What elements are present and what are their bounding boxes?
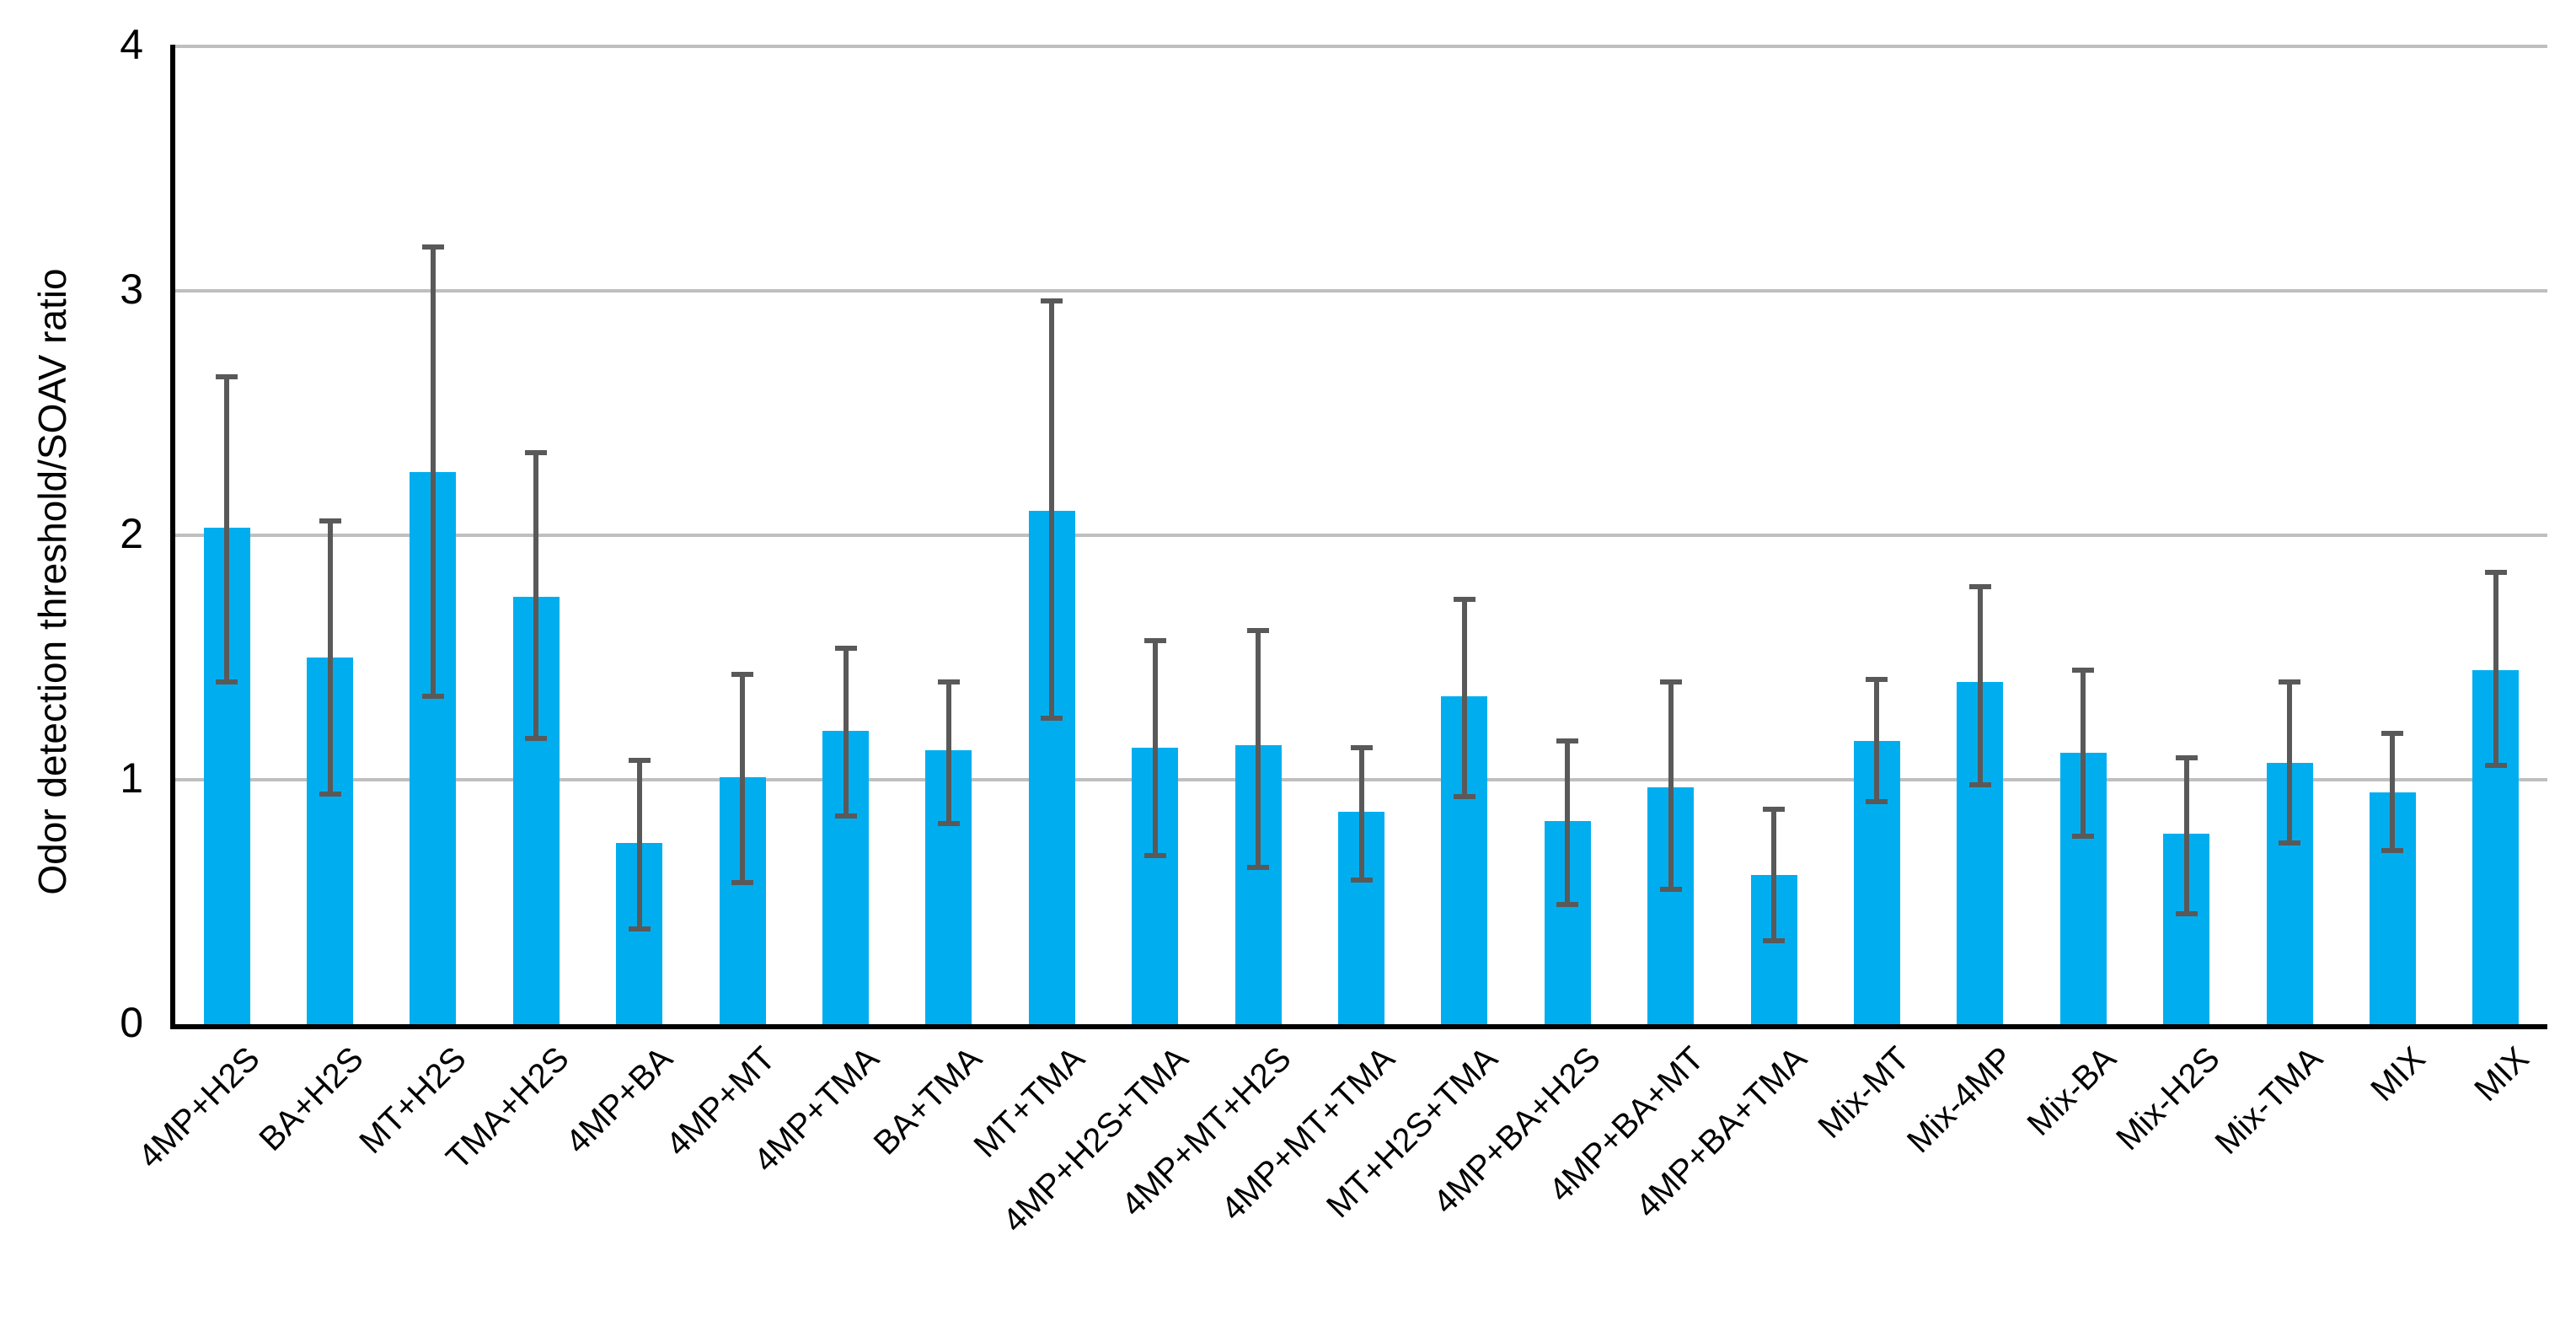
error-bar-cap-bottom xyxy=(216,679,238,684)
error-bar-cap-bottom xyxy=(834,813,857,819)
error-bar-cap-bottom xyxy=(421,694,444,700)
error-bar xyxy=(224,373,230,684)
error-bar xyxy=(1977,584,1983,787)
error-bar-cap-top xyxy=(319,518,341,523)
error-bar xyxy=(2183,755,2189,917)
error-bar-cap-top xyxy=(1763,806,1786,812)
error-bar xyxy=(740,672,746,885)
x-tick-label: 4MP+H2S xyxy=(131,1039,267,1176)
error-bar-cap-top xyxy=(1556,738,1579,743)
y-axis-line xyxy=(170,45,175,1028)
x-tick-label: Mix-MT xyxy=(1811,1039,1918,1146)
error-bar-cap-top xyxy=(1453,596,1475,602)
error-bar-cap-bottom xyxy=(1041,716,1063,722)
error-bar-cap-top xyxy=(1143,637,1166,643)
error-bar-cap-top xyxy=(834,645,857,651)
error-bar xyxy=(1358,745,1364,883)
error-bar-cap-bottom xyxy=(1350,877,1373,883)
x-tick-label: Mix-BA xyxy=(2020,1039,2123,1143)
gridline xyxy=(175,534,2547,537)
error-bar-cap-top xyxy=(937,679,960,685)
y-tick-label: 1 xyxy=(120,754,143,802)
error-bar-cap-bottom xyxy=(319,792,341,797)
error-bar-cap-top xyxy=(1041,298,1063,303)
error-bar xyxy=(1874,677,1880,804)
error-bar-cap-top xyxy=(525,449,548,455)
error-bar-cap-top xyxy=(421,244,444,250)
x-tick-label: Mix-TMA xyxy=(2208,1039,2330,1162)
error-bar xyxy=(843,645,849,819)
error-bar xyxy=(533,449,539,741)
error-bar xyxy=(945,679,951,827)
error-bar xyxy=(327,518,333,797)
error-bar-cap-top xyxy=(1350,745,1373,751)
error-bar-cap-bottom xyxy=(1763,938,1786,944)
error-bar-cap-bottom xyxy=(1866,799,1888,804)
error-bar-cap-bottom xyxy=(525,735,548,741)
error-bar xyxy=(2081,667,2086,839)
error-bar xyxy=(1256,628,1261,871)
error-bar-cap-bottom xyxy=(2175,911,2198,917)
error-bar xyxy=(636,757,642,931)
error-bar-cap-top xyxy=(2072,667,2095,673)
error-bar-cap-top xyxy=(2484,569,2507,575)
gridline xyxy=(175,45,2547,48)
error-bar-cap-top xyxy=(2381,731,2404,736)
error-bar-cap-top xyxy=(1247,628,1270,634)
error-bar xyxy=(2287,679,2293,846)
error-bar-cap-bottom xyxy=(1247,865,1270,871)
error-bar-cap-top xyxy=(731,672,754,678)
error-bar xyxy=(1668,679,1674,893)
error-bar xyxy=(2390,731,2396,853)
error-bar xyxy=(430,244,436,700)
error-bar-cap-bottom xyxy=(937,821,960,827)
error-bar-cap-bottom xyxy=(1968,781,1991,787)
error-bar xyxy=(1565,738,1571,907)
error-bar-cap-bottom xyxy=(2484,762,2507,768)
error-bar-cap-bottom xyxy=(2279,840,2301,846)
error-bar-cap-bottom xyxy=(2072,833,2095,839)
error-bar-cap-bottom xyxy=(1659,887,1682,893)
error-bar-cap-bottom xyxy=(1556,901,1579,907)
x-tick-label: Mix-4MP xyxy=(1899,1039,2021,1161)
error-bar-cap-bottom xyxy=(731,879,754,885)
y-tick-label: 0 xyxy=(120,999,143,1046)
error-bar xyxy=(2493,569,2498,768)
x-tick-label: 4MP+BA xyxy=(558,1039,680,1162)
error-bar xyxy=(1049,298,1055,722)
x-tick-label: MIX xyxy=(2364,1039,2434,1108)
error-bar-cap-bottom xyxy=(628,926,651,931)
error-bar-cap-top xyxy=(628,757,651,763)
x-tick-label: BA+TMA xyxy=(866,1039,989,1162)
x-tick-label: BA+H2S xyxy=(251,1039,371,1158)
error-bar-cap-bottom xyxy=(1453,794,1475,800)
x-tick-label: Mix-H2S xyxy=(2108,1039,2227,1158)
error-bar xyxy=(1771,806,1777,944)
x-tick-label: MIX xyxy=(2467,1039,2536,1108)
error-bar-cap-top xyxy=(216,373,238,379)
error-bar-cap-top xyxy=(1968,584,1991,589)
error-bar-cap-top xyxy=(2175,755,2198,760)
gridline xyxy=(175,289,2547,293)
y-axis-title: Odor detection threshold/SOAV ratio xyxy=(30,268,74,895)
x-axis-line xyxy=(170,1024,2547,1029)
error-bar-cap-top xyxy=(2279,679,2301,685)
x-tick-label: 4MP+H2S+TMA xyxy=(995,1039,1196,1240)
error-bar-cap-top xyxy=(1659,679,1682,685)
error-bar-cap-bottom xyxy=(2381,848,2404,853)
plot-area: 0 1 2 3 4 4MP+H2S BA+H2S MT+H2S TMA+H2S 4MP+BA 4MP… xyxy=(120,24,2547,1240)
y-tick-label: 2 xyxy=(120,510,143,557)
y-tick-label: 3 xyxy=(120,266,143,313)
error-bar-cap-top xyxy=(1866,677,1888,683)
error-bar xyxy=(1461,596,1467,800)
error-bar xyxy=(1152,637,1158,858)
y-tick-label: 4 xyxy=(120,21,143,68)
error-bar-cap-bottom xyxy=(1143,852,1166,858)
